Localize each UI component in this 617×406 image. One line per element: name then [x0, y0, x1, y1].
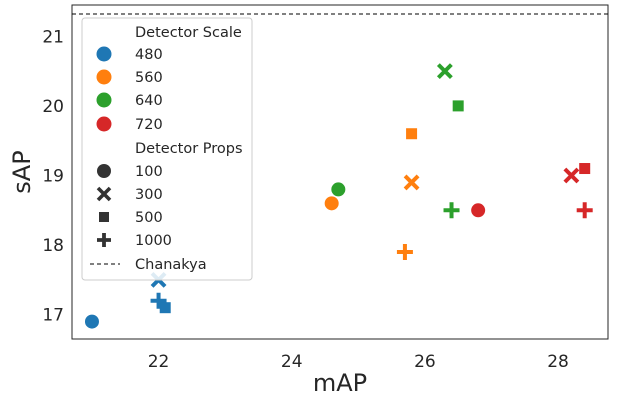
- y-axis-ticks: 17 18 19 20 21: [42, 27, 64, 325]
- legend-swatch-480: [96, 46, 112, 62]
- data-point-560-500: [406, 128, 418, 140]
- y-tick-label: 19: [42, 166, 64, 186]
- legend-label-480: 480: [135, 47, 163, 63]
- data-point-480-100: [83, 313, 100, 330]
- y-tick-label: 20: [42, 97, 64, 117]
- legend: Detector Scale 480 560 640 720 Detector …: [81, 17, 253, 281]
- legend-label-props-500: 500: [135, 210, 163, 226]
- legend-marker-x: [96, 186, 112, 202]
- legend-label-props-1000: 1000: [135, 233, 172, 249]
- legend-label-chanakya: Chanakya: [135, 257, 207, 273]
- legend-label-props-300: 300: [135, 187, 163, 203]
- y-tick-label: 18: [42, 236, 64, 256]
- legend-label-720: 720: [135, 117, 163, 133]
- x-axis-label: mAP: [313, 369, 367, 397]
- y-tick-label: 21: [42, 27, 64, 47]
- legend-label-640: 640: [135, 93, 163, 109]
- x-axis-ticks: 22 24 26 28: [148, 352, 569, 372]
- data-point-480-500: [159, 302, 171, 314]
- legend-item-props-100: 100: [97, 164, 163, 180]
- legend-item-640: 640: [96, 92, 163, 109]
- y-tick-label: 17: [42, 306, 64, 326]
- x-tick-label: 28: [547, 352, 569, 372]
- legend-swatch-560: [96, 69, 112, 85]
- legend-item-480: 480: [96, 46, 163, 63]
- data-point-640-300: [436, 63, 453, 80]
- data-point-480-1000: [150, 292, 167, 309]
- data-point-720-1000: [576, 202, 593, 219]
- legend-title-detector-props: Detector Props: [135, 141, 243, 157]
- data-point-720-300: [563, 167, 580, 184]
- data-point-720-500: [579, 163, 591, 175]
- data-point-640-100: [330, 181, 347, 198]
- legend-label-560: 560: [135, 70, 163, 86]
- legend-swatch-640: [96, 92, 112, 108]
- x-tick-label: 22: [148, 352, 170, 372]
- legend-title-detector-scale: Detector Scale: [135, 25, 242, 41]
- legend-swatch-720: [96, 116, 112, 132]
- y-axis-label: sAP: [8, 150, 36, 193]
- data-point-560-100: [323, 195, 340, 212]
- legend-item-720: 720: [96, 116, 163, 133]
- legend-label-props-100: 100: [135, 164, 163, 180]
- x-tick-label: 24: [281, 352, 303, 372]
- data-point-640-500: [452, 100, 464, 112]
- legend-item-props-500: 500: [99, 210, 163, 226]
- legend-item-560: 560: [96, 69, 163, 86]
- data-point-560-300: [403, 174, 420, 191]
- legend-marker-square: [99, 212, 109, 222]
- legend-item-props-1000: 1000: [97, 233, 172, 249]
- data-point-560-1000: [396, 244, 413, 261]
- data-point-720-100: [470, 202, 487, 219]
- legend-item-props-300: 300: [96, 186, 163, 203]
- legend-item-chanakya: Chanakya: [90, 257, 207, 273]
- data-points: [83, 63, 593, 330]
- data-point-640-1000: [443, 202, 460, 219]
- legend-box: [81, 17, 253, 281]
- legend-marker-plus: [97, 233, 111, 247]
- legend-marker-circle: [97, 164, 111, 178]
- x-tick-label: 26: [414, 352, 436, 372]
